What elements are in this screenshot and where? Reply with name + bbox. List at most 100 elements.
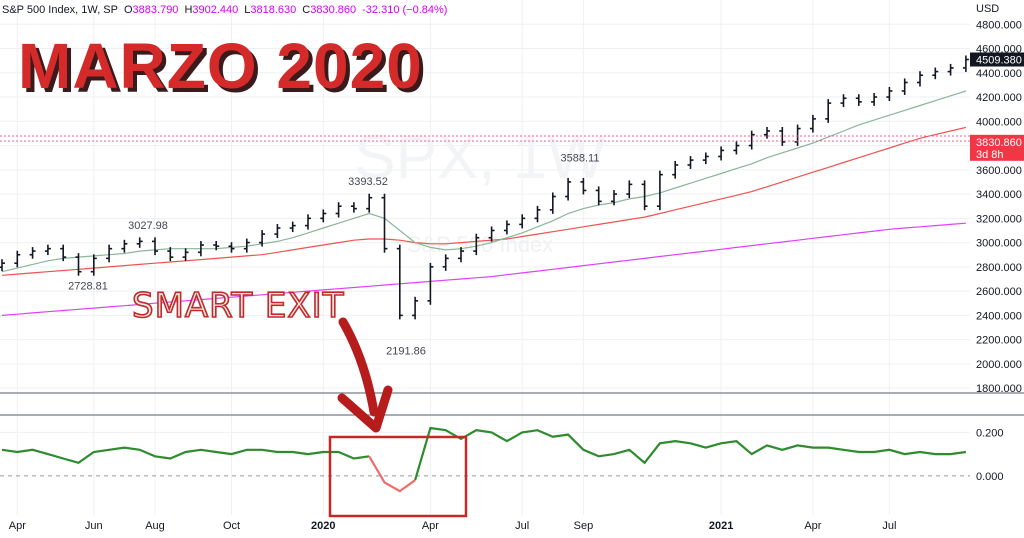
- price-tag: [970, 134, 1024, 161]
- price-bar: [687, 156, 694, 169]
- x-tick-label: Sep: [574, 520, 594, 532]
- y-tick-label: 2400.000: [976, 310, 1022, 322]
- price-bar: [779, 127, 786, 146]
- price-tag-sub: 3d 8h: [976, 149, 1004, 161]
- price-annotation: 2728.81: [68, 280, 108, 292]
- price-bar: [473, 233, 480, 256]
- price-tag-label: 3830.860: [976, 137, 1022, 149]
- price-bar: [427, 262, 434, 305]
- header-text: S&P 500 Index, 1W, SP: [2, 4, 118, 16]
- header-text: C: [302, 4, 310, 16]
- price-bar: [733, 141, 740, 155]
- price-annotation: 3588.11: [561, 152, 600, 164]
- price-bar: [305, 214, 311, 230]
- price-bar: [243, 238, 250, 253]
- price-bar: [167, 247, 174, 262]
- price-bar: [442, 254, 449, 271]
- price-bar: [565, 177, 572, 201]
- price-tag-label: 4509.380: [976, 55, 1022, 67]
- price-annotation: 3027.98: [128, 220, 168, 232]
- price-bar: [14, 250, 21, 268]
- price-bar: [412, 296, 419, 320]
- y-tick-label: 0.200: [976, 427, 1004, 439]
- series-line: [1, 90, 967, 273]
- overlay-title: MARZO 2020: [18, 30, 423, 102]
- price-annotation: 2191.86: [386, 346, 426, 358]
- series-line: [1, 222, 966, 316]
- price-bar: [626, 180, 633, 199]
- header-text: 3818.630: [250, 4, 296, 16]
- price-bar: [901, 78, 908, 95]
- price-bar: [381, 193, 388, 253]
- price-bar: [136, 237, 143, 248]
- price-bar: [289, 221, 296, 233]
- y-tick-label: 1800.000: [976, 383, 1022, 395]
- price-bar: [809, 114, 816, 133]
- y-tick-label: 2200.000: [976, 335, 1022, 347]
- price-bar: [350, 202, 357, 213]
- price-bar: [611, 190, 617, 206]
- price-bar: [320, 209, 327, 223]
- price-bar: [932, 67, 939, 80]
- x-tick-label: Jun: [85, 520, 103, 532]
- series-line: [1, 426, 967, 481]
- price-bar: [794, 124, 801, 146]
- y-tick-label: 3600.000: [976, 165, 1022, 177]
- price-bar: [0, 259, 5, 272]
- header-text: 3883.790: [133, 4, 179, 16]
- price-bar: [840, 94, 847, 108]
- price-bar: [75, 253, 82, 276]
- price-bar: [549, 192, 556, 214]
- price-bar: [396, 244, 403, 320]
- smart-exit-label: SMART EXIT: [132, 286, 344, 326]
- price-bar: [458, 247, 464, 263]
- price-bar: [855, 94, 862, 106]
- price-bar: [29, 247, 36, 259]
- arrow-shaft: [338, 317, 379, 417]
- price-bar: [274, 224, 281, 239]
- x-tick-label: 2020: [311, 520, 335, 532]
- price-bar: [228, 242, 235, 253]
- axis-layer: 1800.000 2000.000 2200.000 2400.000 2600.000…: [9, 19, 1024, 532]
- x-tick-label: Aug: [145, 520, 165, 532]
- price-bar: [90, 254, 97, 276]
- price-annotation: 3393.52: [348, 176, 388, 188]
- header-text: O: [124, 4, 133, 16]
- price-bar: [718, 146, 725, 161]
- price-bar: [580, 177, 587, 195]
- x-tick-label: Jul: [515, 520, 529, 532]
- price-tag: [970, 52, 1024, 67]
- series-line: [1, 126, 967, 276]
- price-bar: [825, 99, 832, 123]
- highlight-box: [328, 435, 468, 518]
- price-bar: [366, 193, 373, 213]
- price-bar: [259, 230, 266, 247]
- price-bar: [962, 55, 969, 72]
- price-bar: [917, 71, 923, 87]
- price-bar: [764, 127, 770, 139]
- series-line: [368, 455, 416, 493]
- indicator-layer: [1, 426, 967, 493]
- price-bar: [488, 226, 495, 242]
- y-tick-label: 4000.000: [976, 116, 1022, 128]
- y-tick-label: 4400.000: [976, 68, 1022, 80]
- header-text: L: [244, 4, 250, 16]
- price-bar: [748, 130, 755, 150]
- arrow-head: [337, 385, 393, 433]
- y-tick-label: 2000.000: [976, 359, 1022, 371]
- y-tick-label: 4200.000: [976, 92, 1022, 104]
- price-bar: [886, 86, 893, 102]
- y-tick-label: 3400.000: [976, 189, 1022, 201]
- y-tick-label: 0.000: [976, 471, 1004, 483]
- price-bar: [44, 244, 51, 256]
- price-bar: [519, 214, 526, 229]
- header-text: -32.310 (−0.84%): [362, 4, 447, 16]
- price-bar: [335, 202, 342, 218]
- title-shadow: MARZO 2020: [22, 34, 427, 106]
- x-tick-label: Jul: [882, 520, 896, 532]
- y-tick-label: 3200.000: [976, 213, 1022, 225]
- price-bar: [656, 170, 663, 211]
- currency: USD: [976, 3, 999, 15]
